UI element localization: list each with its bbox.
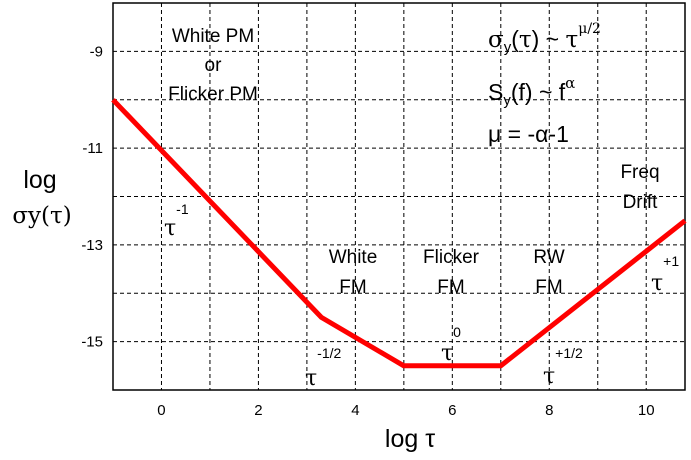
x-tick-label: 10 [638,402,655,419]
slope-label-m12: τ-1/2 [305,345,342,391]
label-white-pm: White PM [172,26,254,47]
relation-sigma: σy(τ) ~ τμ/2 [488,21,601,56]
slope-label-p12: τ+1/2 [543,345,583,389]
slope-label-m1: τ-1 [164,201,189,241]
label-white-fm-1: White [329,247,378,268]
x-tick-label: 0 [157,402,165,419]
y-axis-label-top: log [23,166,56,194]
y-tick-label: -9 [90,43,103,60]
label-flicker-fm-2: FM [437,277,464,298]
label-flicker-fm-1: Flicker [423,247,480,268]
slope-label-0: τ0 [441,324,461,366]
x-axis-label: log τ [385,425,435,453]
x-tick-label: 2 [254,402,262,419]
label-flicker-pm: Flicker PM [168,84,258,105]
label-or: or [205,55,223,76]
x-tick-label: 4 [351,402,359,419]
label-rw-fm-1: RW [533,247,564,268]
grid-lines [113,3,685,390]
slope-label-p1: τ+1 [651,253,679,296]
label-rw-fm-2: FM [535,277,562,298]
label-freq-drift-2: Drift [623,192,659,213]
x-tick-label: 6 [448,402,456,419]
y-tick-label: -13 [81,237,103,254]
relation-spectrum: Sy(f) ~ fα [488,74,575,109]
y-tick-label: -11 [82,140,103,157]
x-tick-labels: 0 2 4 6 8 10 [157,402,654,419]
y-tick-labels: -9 -11 -13 -15 [81,43,103,350]
stability-curve [111,98,687,369]
relation-mu: μ = -α-1 [488,121,569,147]
label-freq-drift-1: Freq [620,162,659,183]
y-tick-label: -15 [81,334,103,351]
x-tick-label: 8 [545,402,553,419]
label-white-fm-2: FM [339,277,366,298]
plot-frame [112,2,686,391]
y-axis-label-bottom: σy(τ) [12,203,71,229]
